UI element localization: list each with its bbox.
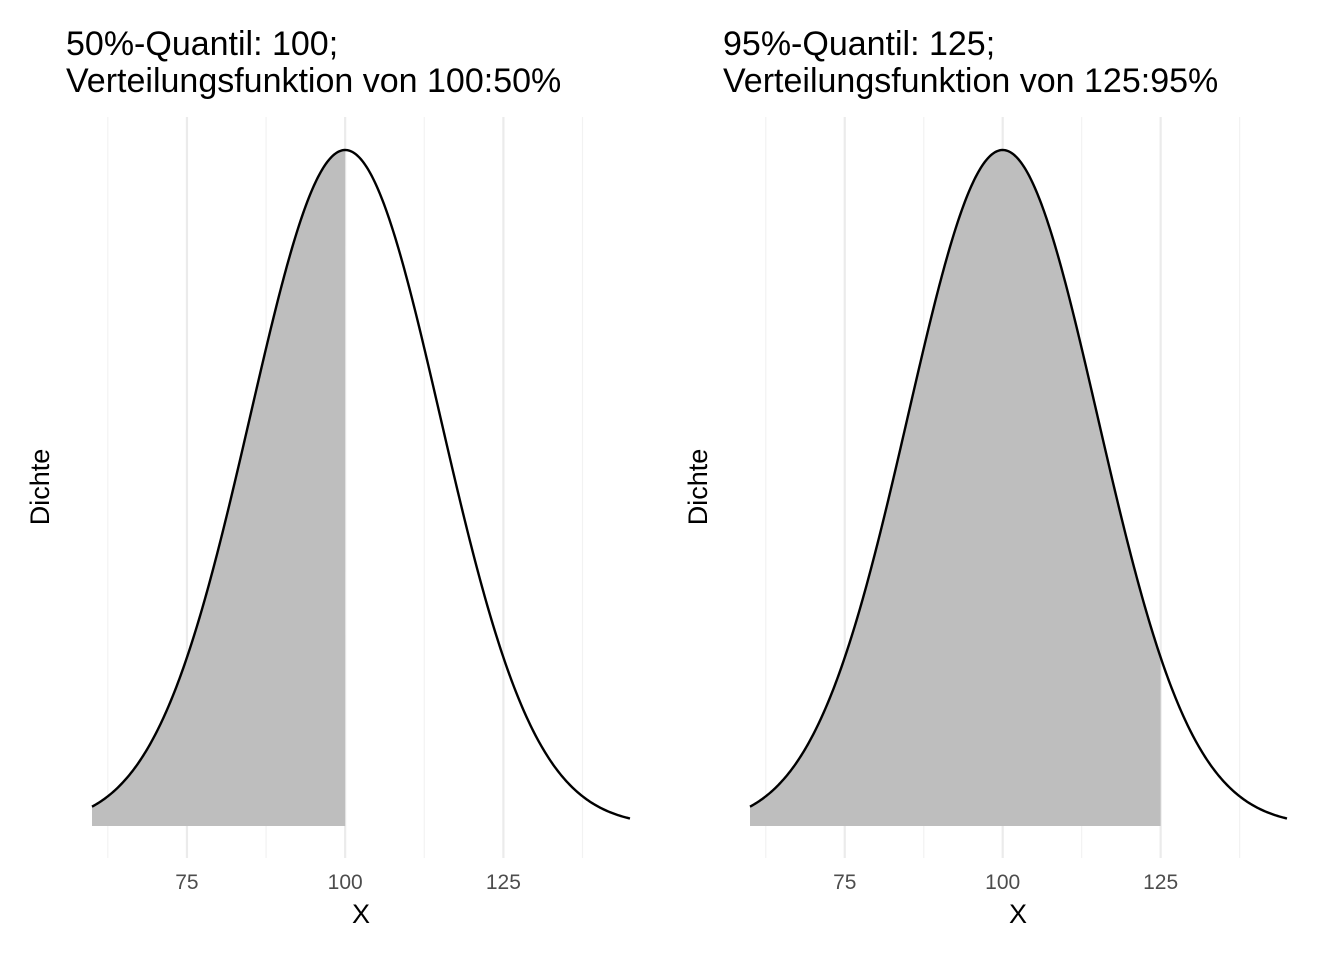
x-axis-title: X (352, 899, 370, 929)
shaded-area (92, 150, 346, 826)
density-curve (91, 148, 631, 820)
x-tick-label: 100 (328, 871, 363, 894)
y-axis-title: Dichte (683, 449, 713, 526)
x-axis-ticks: 75 100 125 (175, 871, 521, 894)
x-tick-label: 100 (985, 871, 1020, 894)
density-curve (749, 148, 1288, 820)
x-axis-title: X (1009, 899, 1027, 929)
chart-panel-left: 50%-Quantil: 100; Verteilungsfunktion vo… (25, 25, 631, 929)
chart-panel-right: 95%-Quantil: 125; Verteilungsfunktion vo… (683, 25, 1288, 929)
chart-title-line-1: 50%-Quantil: 100; (66, 25, 338, 63)
chart-title-line-2: Verteilungsfunktion von 100:50% (66, 62, 561, 100)
y-axis-title: Dichte (25, 449, 55, 526)
x-tick-label: 125 (486, 871, 521, 894)
x-tick-label: 125 (1143, 871, 1178, 894)
plot-area (91, 148, 631, 826)
plot-area (749, 148, 1288, 826)
x-axis-ticks: 75 100 125 (833, 871, 1178, 894)
x-tick-label: 75 (175, 871, 198, 894)
x-tick-label: 75 (833, 871, 856, 894)
chart-title-line-1: 95%-Quantil: 125; (723, 25, 995, 63)
chart-title-line-2: Verteilungsfunktion von 125:95% (723, 62, 1218, 100)
shaded-area (750, 150, 1161, 826)
